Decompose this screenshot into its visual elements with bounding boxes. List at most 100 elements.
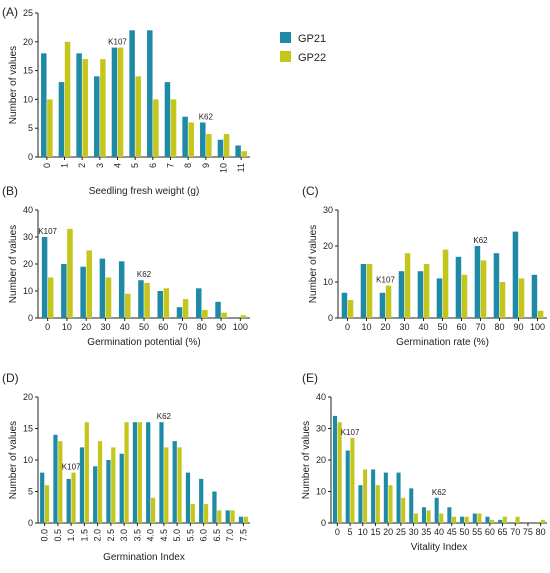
bar-gp22-55 [477,513,482,523]
bar-gp22-5 [135,76,141,157]
x-tick-label: 100 [530,322,545,332]
bar-gp22-30 [413,513,418,523]
bar-gp21-7 [164,82,171,157]
bar-gp21-11 [235,145,241,157]
x-tick-label: 75 [523,527,533,537]
bar-gp21-1 [58,82,65,157]
x-axis-title: Germination Index [103,552,185,563]
x-tick-label: 60 [158,322,168,332]
bar-gp22-6 [153,99,159,157]
bar-gp22-4.5 [164,447,169,523]
x-tick-label: 5.0 [172,529,182,542]
x-axis-title: Vitality Index [411,542,468,553]
bar-gp21-65 [498,519,503,523]
bar-gp22-11 [241,151,247,157]
bar-gp21-55 [472,513,477,523]
x-tick-label: 70 [475,322,485,332]
bar-gp22-0.0 [44,485,50,523]
bar-gp22-2 [82,59,88,157]
bar-gp21-2.5 [106,460,111,523]
bar-gp22-20 [86,250,92,318]
y-axis-title: Number of values [308,225,319,303]
bar-gp22-100 [537,310,544,318]
bar-gp22-70 [515,516,520,523]
x-tick-label: 3.0 [119,529,129,542]
x-tick-label: 30 [100,322,110,332]
annotation-k62: K62 [432,488,447,497]
bar-gp22-80 [202,309,208,318]
annotation-k107: K107 [376,276,395,285]
chart-panel-3: (C) 0 10 20 30 0 10 20 30 40 50 60 70 80 90 100 K107 K62 G… [302,184,547,348]
y-tick-label: 15 [23,424,33,434]
annotation-k62: K62 [157,412,172,421]
x-tick-label: 3 [95,163,105,168]
legend-swatch-gp22 [280,51,291,62]
bar-gp22-10 [363,469,368,523]
bar-gp21-60 [157,291,163,318]
bar-gp21-70 [474,246,481,318]
bar-gp22-0 [347,300,354,318]
bar-gp22-4.0 [150,497,156,523]
bar-gp22-60 [490,519,495,523]
panel-label: (D) [2,371,19,385]
bar-gp21-1.5 [79,447,85,523]
x-tick-label: 70 [178,322,188,332]
bar-gp21-60 [485,516,490,523]
x-tick-label: 80 [536,527,546,537]
y-tick-label: 10 [23,455,33,465]
bar-gp22-35 [426,510,431,523]
x-tick-label: 6 [148,163,158,168]
y-axis-title: Number of values [301,421,312,499]
x-tick-label: 4.5 [159,529,169,542]
annotation-k107: K107 [62,463,81,472]
x-tick-label: 40 [434,527,444,537]
x-tick-label: 3.5 [132,529,142,542]
bar-gp22-70 [480,260,487,318]
y-tick-label: 10 [23,286,33,296]
x-tick-label: 70 [510,527,520,537]
x-tick-label: 0.0 [40,529,50,542]
bar-gp22-8 [188,122,194,157]
bar-gp21-10 [217,139,224,157]
bar-gp21-50 [436,278,443,318]
y-tick-label: 15 [23,66,33,76]
y-tick-label: 0 [28,518,33,528]
x-tick-label: 1.0 [66,529,76,542]
bar-gp21-5.0 [172,441,177,523]
bar-gp21-0.0 [40,472,45,523]
panel-label: (A) [2,5,18,19]
y-tick-label: 0 [328,313,333,323]
annotation-k107: K107 [341,428,360,437]
bar-gp21-25 [396,472,401,523]
bar-gp22-3.0 [124,422,129,523]
bar-gp22-20 [385,285,392,318]
bar-gp21-20 [80,266,86,318]
bar-gp22-7.0 [230,510,235,523]
bar-gp22-60 [163,288,170,318]
y-tick-label: 10 [323,277,333,287]
x-tick-label: 50 [139,322,149,332]
x-tick-label: 5.5 [185,529,195,542]
bar-gp22-15 [375,485,380,523]
bar-gp21-80 [493,253,500,318]
y-tick-label: 10 [23,94,33,104]
bar-gp21-9 [200,122,206,157]
y-tick-label: 30 [23,232,33,242]
x-tick-label: 10 [361,322,371,332]
bar-gp22-10 [223,133,230,157]
x-tick-label: 0 [45,322,50,332]
bar-gp21-6.5 [212,491,217,523]
bar-gp22-3 [100,59,106,157]
bar-gp22-7.5 [243,516,248,523]
annotation-k107: K107 [108,38,127,47]
x-tick-label: 5 [348,527,353,537]
x-tick-label: 25 [396,527,406,537]
bar-gp22-50 [464,516,469,523]
y-axis-title: Number of values [8,46,19,124]
x-tick-label: 15 [370,527,380,537]
bar-gp22-50 [442,249,449,318]
x-tick-label: 45 [447,527,457,537]
bar-gp22-10 [67,228,73,318]
bar-gp21-30 [409,488,414,523]
